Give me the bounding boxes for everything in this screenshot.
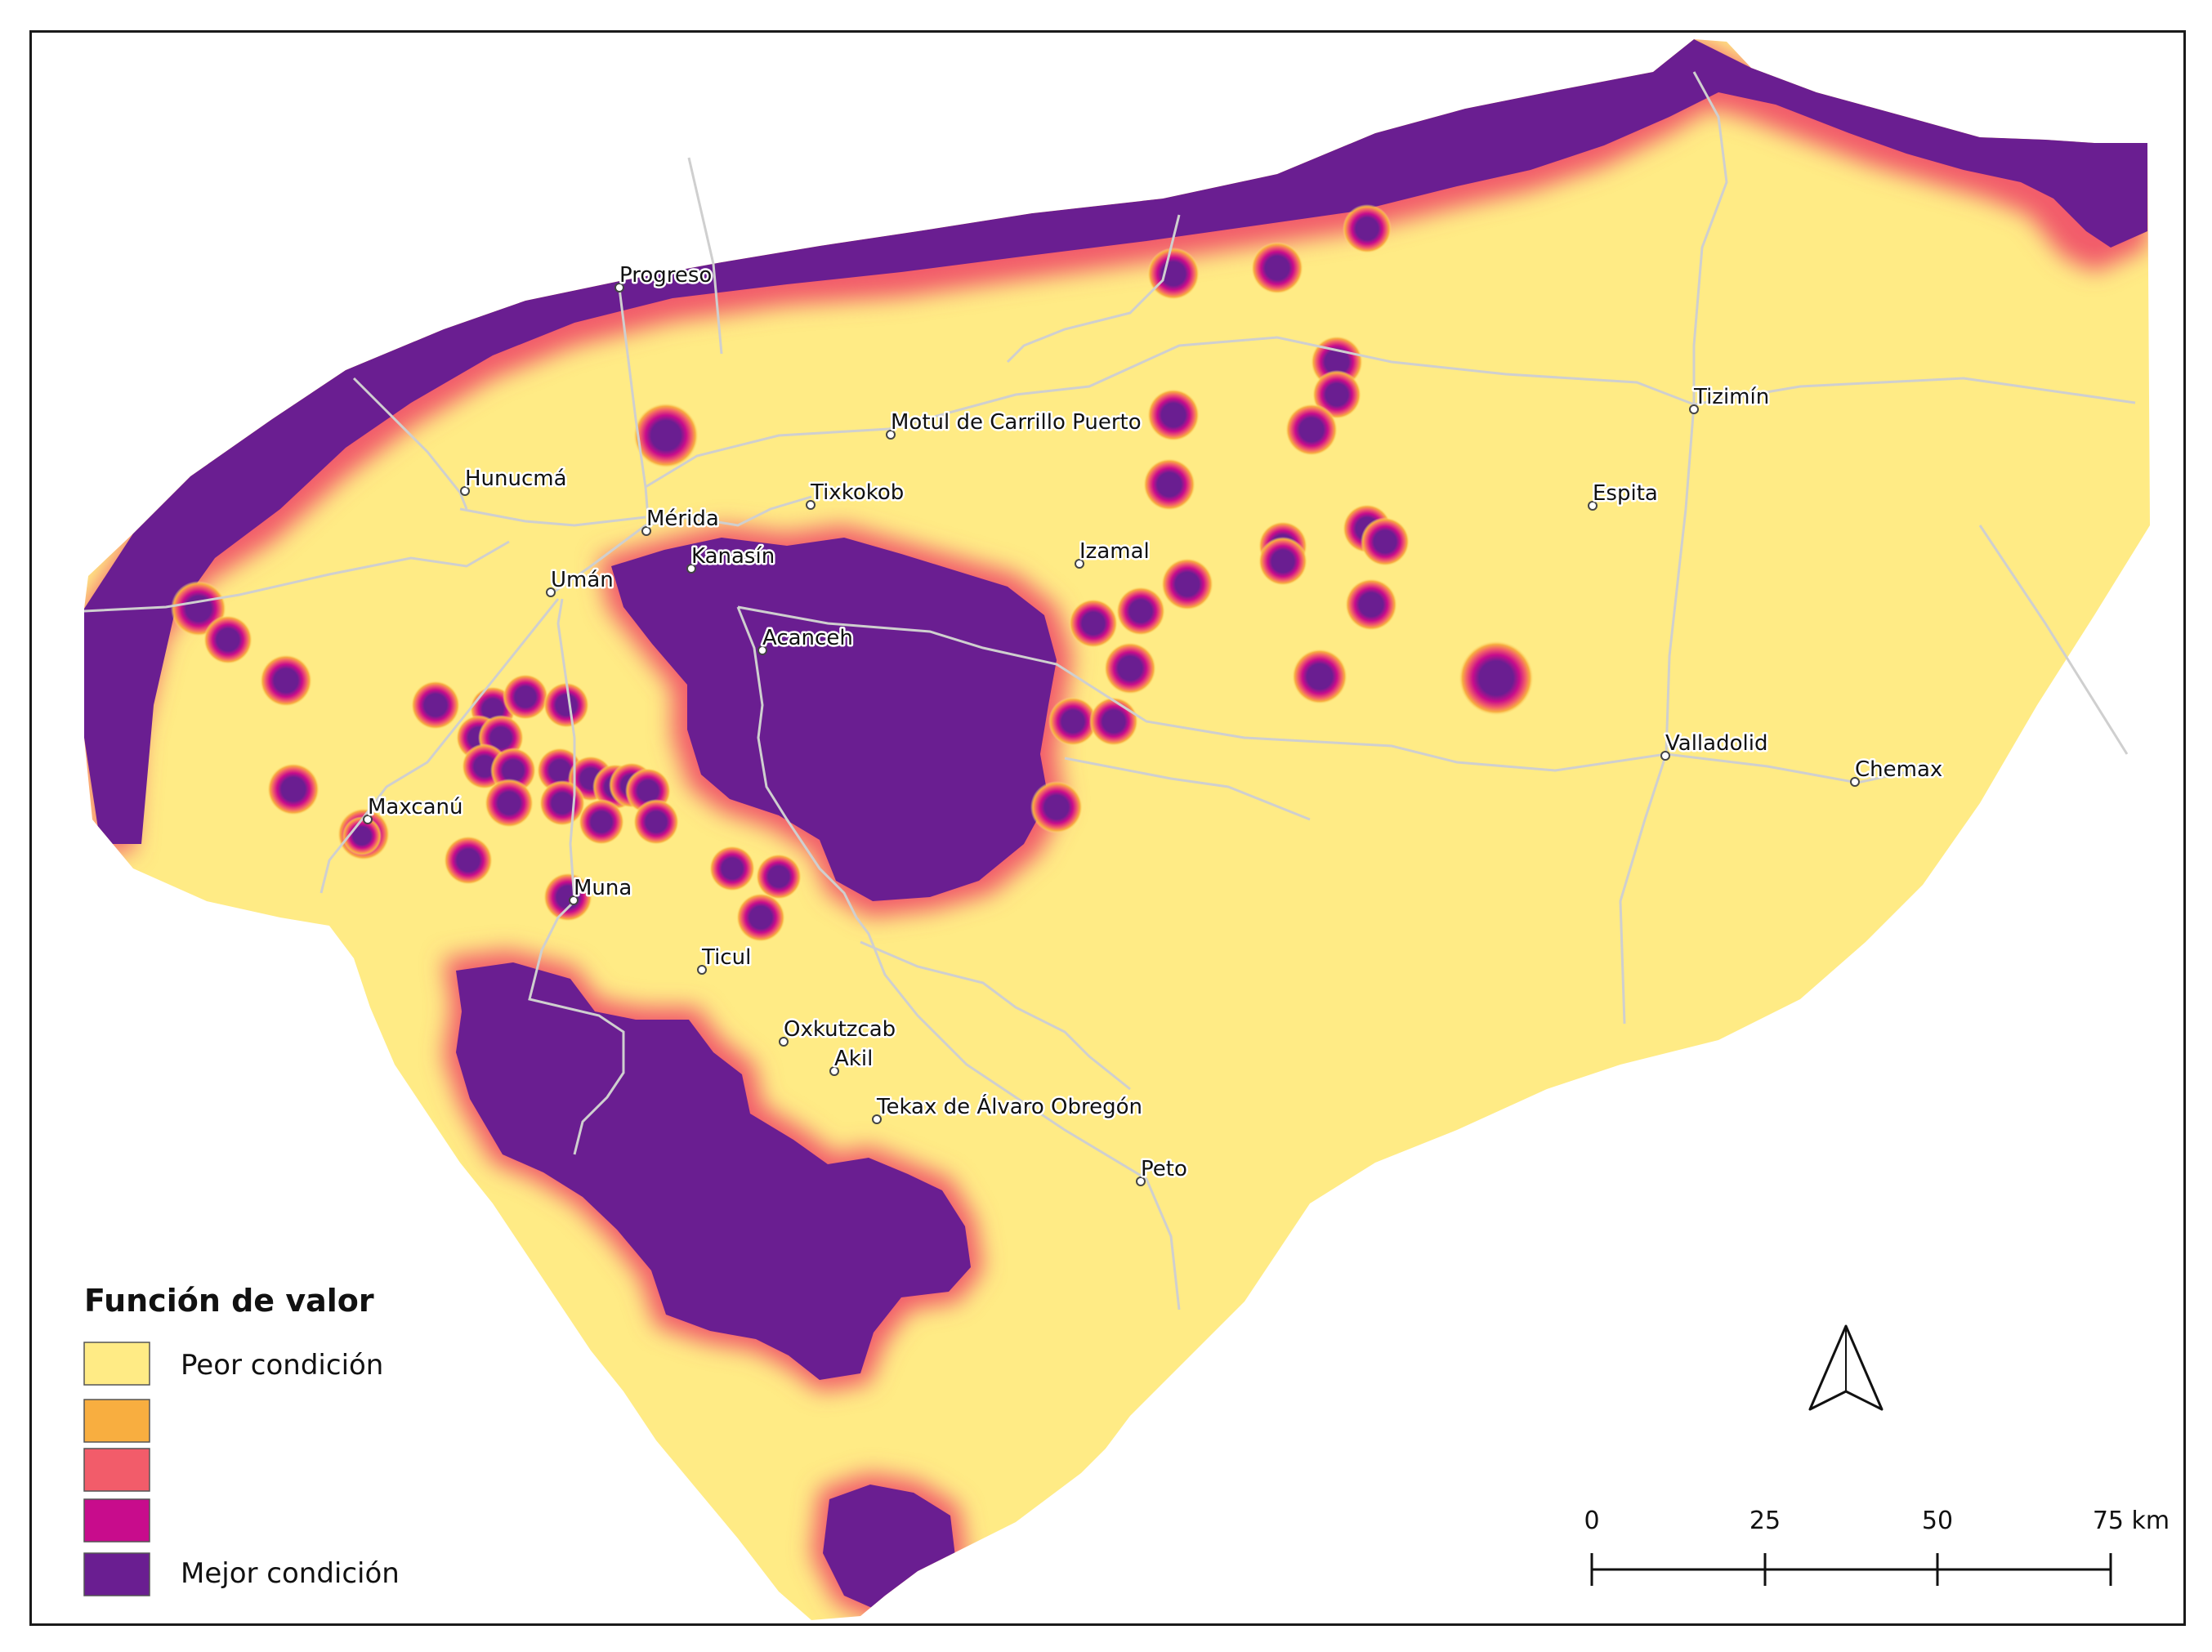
southern-region bbox=[444, 950, 983, 1620]
scale-label-0: 0 bbox=[1584, 1507, 1599, 1535]
scale-label-50: 50 bbox=[1922, 1507, 1953, 1535]
svg-text:Chemax: Chemax bbox=[1855, 757, 1942, 782]
city-maxcanu[interactable]: Maxcanú bbox=[363, 793, 465, 824]
city-ticul[interactable]: Ticul bbox=[697, 944, 753, 975]
svg-text:Tixkokob: Tixkokob bbox=[810, 480, 904, 505]
scale-bar: 0 25 50 75 km bbox=[1584, 1507, 2170, 1586]
legend-swatch bbox=[83, 1498, 150, 1543]
north-arrow-icon bbox=[1808, 1324, 1884, 1411]
legend-label: Mejor condición bbox=[181, 1557, 400, 1590]
svg-text:Ticul: Ticul bbox=[701, 945, 751, 970]
svg-text:Progreso: Progreso bbox=[619, 263, 712, 288]
svg-text:Izamal: Izamal bbox=[1079, 539, 1150, 564]
city-akil[interactable]: Akil bbox=[829, 1045, 875, 1076]
city-tixkokob[interactable]: Tixkokob bbox=[806, 479, 906, 510]
city-valladolid[interactable]: Valladolid bbox=[1660, 730, 1770, 761]
scale-label-75: 75 km bbox=[2093, 1507, 2170, 1535]
central-region bbox=[599, 525, 1073, 918]
legend-item-5: Mejor condición bbox=[83, 1552, 400, 1596]
svg-text:Tekax de Álvaro Obregón: Tekax de Álvaro Obregón bbox=[876, 1093, 1142, 1119]
svg-text:Hunucmá: Hunucmá bbox=[465, 467, 567, 491]
city-markers: Progreso Hunucmá Mérida Tixkokob Motul d… bbox=[363, 261, 1945, 1186]
city-acanceh[interactable]: Acanceh bbox=[757, 624, 855, 655]
legend-item-4 bbox=[83, 1498, 150, 1543]
svg-text:Tizimín: Tizimín bbox=[1693, 385, 1769, 409]
road-network bbox=[83, 71, 2136, 1310]
legend-swatch bbox=[83, 1342, 150, 1386]
svg-text:Muna: Muna bbox=[574, 876, 632, 900]
svg-text:Peto: Peto bbox=[1141, 1157, 1187, 1181]
city-progreso[interactable]: Progreso bbox=[614, 261, 714, 292]
city-tizimin[interactable]: Tizimín bbox=[1689, 383, 1772, 414]
svg-text:Oxkutzcab: Oxkutzcab bbox=[784, 1017, 896, 1042]
svg-text:Espita: Espita bbox=[1593, 481, 1658, 506]
svg-text:Umán: Umán bbox=[551, 568, 614, 592]
city-uman[interactable]: Umán bbox=[546, 566, 615, 597]
legend-item-2 bbox=[83, 1399, 150, 1443]
svg-text:Acanceh: Acanceh bbox=[762, 626, 853, 650]
legend: Función de valor Peor condición Mejor co… bbox=[83, 1283, 400, 1596]
scale-label-25: 25 bbox=[1749, 1507, 1781, 1535]
svg-text:Valladolid: Valladolid bbox=[1665, 731, 1767, 756]
city-kanasin[interactable]: Kanasín bbox=[686, 542, 777, 574]
city-motul[interactable]: Motul de Carrillo Puerto bbox=[886, 409, 1143, 440]
city-tekax[interactable]: Tekax de Álvaro Obregón bbox=[872, 1092, 1145, 1124]
svg-text:Motul de Carrillo Puerto: Motul de Carrillo Puerto bbox=[891, 410, 1142, 435]
legend-title: Función de valor bbox=[84, 1283, 374, 1319]
svg-text:Mérida: Mérida bbox=[646, 507, 719, 531]
city-hunucma[interactable]: Hunucmá bbox=[460, 465, 569, 496]
svg-text:Kanasín: Kanasín bbox=[691, 544, 775, 569]
city-izamal[interactable]: Izamal bbox=[1075, 538, 1151, 569]
city-merida[interactable]: Mérida bbox=[641, 505, 721, 536]
city-muna[interactable]: Muna bbox=[569, 874, 634, 905]
legend-swatch bbox=[83, 1552, 150, 1596]
hotspots bbox=[171, 204, 1534, 942]
map-frame: Progreso Hunucmá Mérida Tixkokob Motul d… bbox=[29, 30, 2186, 1626]
svg-text:Maxcanú: Maxcanú bbox=[368, 795, 463, 819]
svg-text:Akil: Akil bbox=[834, 1047, 873, 1071]
city-espita[interactable]: Espita bbox=[1588, 480, 1660, 511]
legend-label: Peor condición bbox=[181, 1349, 383, 1382]
legend-item-1: Peor condición bbox=[83, 1342, 383, 1386]
legend-swatch bbox=[83, 1448, 150, 1492]
city-peto[interactable]: Peto bbox=[1136, 1155, 1189, 1186]
map-canvas[interactable]: Progreso Hunucmá Mérida Tixkokob Motul d… bbox=[32, 33, 2183, 1623]
city-oxkutzcab[interactable]: Oxkutzcab bbox=[779, 1016, 898, 1047]
city-chemax[interactable]: Chemax bbox=[1850, 756, 1945, 787]
legend-item-3 bbox=[83, 1448, 150, 1492]
legend-swatch bbox=[83, 1399, 150, 1443]
